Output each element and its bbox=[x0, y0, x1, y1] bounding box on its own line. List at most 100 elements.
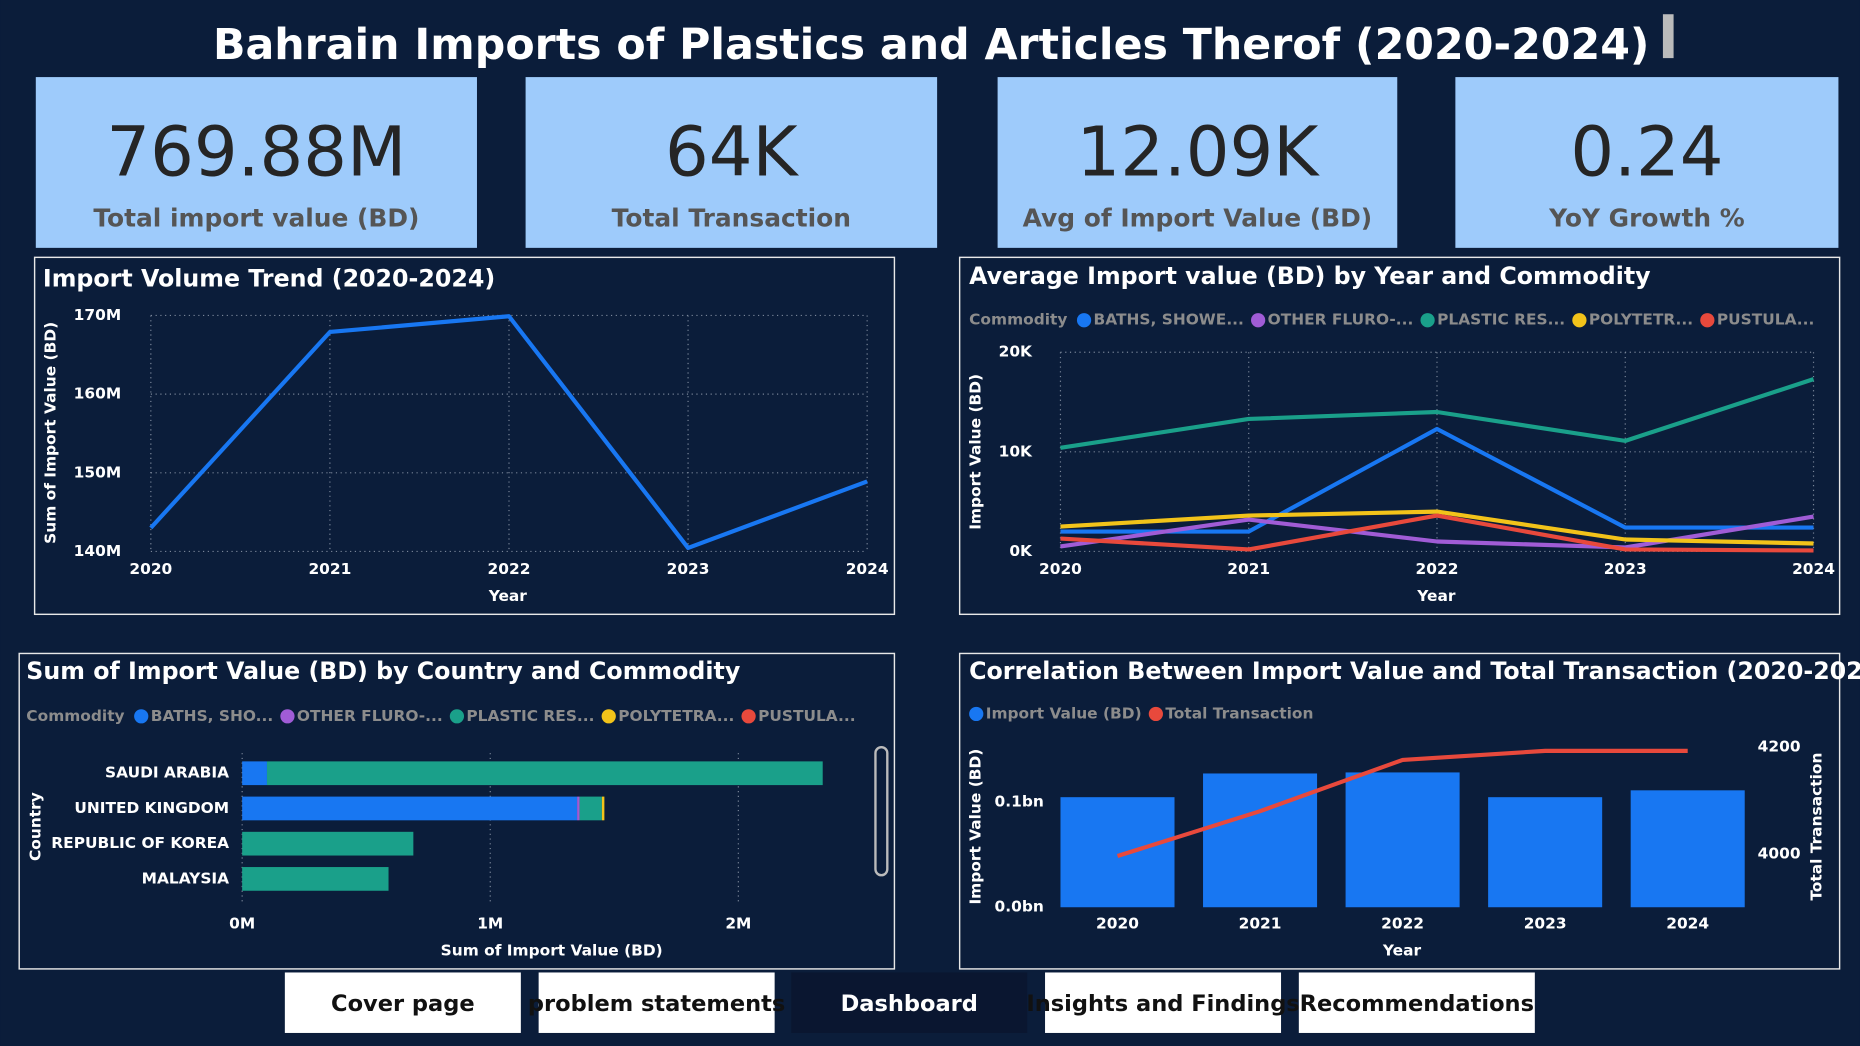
legend-marker bbox=[1076, 313, 1092, 328]
nav-button-label[interactable]: Dashboard bbox=[841, 991, 978, 1017]
bar bbox=[1345, 772, 1460, 908]
kpi-card: 769.88M Total import value (BD) bbox=[35, 77, 477, 248]
scroll-indicator bbox=[1662, 14, 1674, 59]
x-axis-label: Year bbox=[488, 587, 528, 605]
bar bbox=[1203, 773, 1318, 908]
legend-marker bbox=[601, 709, 616, 724]
legend-label: PLASTIC RES... bbox=[466, 707, 594, 725]
y-tick-label: 0K bbox=[1009, 542, 1033, 560]
navigation: Cover page problem statements Dashboard Ins… bbox=[284, 972, 1535, 1033]
y-tick-label: 150M bbox=[74, 463, 122, 481]
y2-axis-label: Total Transaction bbox=[1808, 753, 1826, 901]
chart-panel: Correlation Between Import Value and Tot… bbox=[958, 652, 1860, 970]
nav-button-label[interactable]: Insights and Findings bbox=[1026, 991, 1299, 1017]
y-tick-label: 160M bbox=[74, 385, 122, 403]
chart-title: Average Import value (BD) by Year and Co… bbox=[969, 262, 1651, 290]
nav-button-background[interactable] bbox=[284, 972, 521, 1033]
chart-title: Sum of Import Value (BD) by Country and … bbox=[26, 657, 741, 685]
bar-segment bbox=[242, 761, 267, 786]
legend-label: OTHER FLURO-... bbox=[297, 707, 443, 725]
nav-button-background[interactable] bbox=[1045, 972, 1282, 1033]
bar-segment bbox=[577, 796, 580, 821]
x-tick-label: 2021 bbox=[1227, 560, 1270, 578]
x-axis-label: Sum of Import Value (BD) bbox=[441, 942, 663, 960]
x-tick-label: 2021 bbox=[1239, 914, 1282, 932]
data-line bbox=[1060, 377, 1815, 450]
legend-marker bbox=[741, 709, 756, 724]
kpi-row: 769.88M Total import value (BD) 64K Total T… bbox=[35, 77, 1839, 248]
legend-label: BATHS, SHOWE... bbox=[1094, 311, 1244, 329]
legend-marker bbox=[134, 709, 149, 724]
nav-button[interactable]: Insights and Findings bbox=[1026, 972, 1300, 1033]
x-tick-label: 2024 bbox=[1792, 560, 1835, 578]
x-tick-label: 2023 bbox=[1524, 914, 1567, 932]
kpi-label: Avg of Import Value (BD) bbox=[1023, 203, 1373, 232]
legend-label: PUSTULA... bbox=[758, 707, 856, 725]
kpi-background bbox=[1455, 77, 1839, 248]
nav-button-background[interactable] bbox=[791, 972, 1028, 1033]
legend-label: POLYTETRA... bbox=[618, 707, 734, 725]
page-title: Bahrain Imports of Plastics and Articles… bbox=[213, 20, 1649, 70]
x-tick-label: 2021 bbox=[308, 560, 351, 578]
bar-segment bbox=[266, 761, 823, 786]
x-tick-label: 2020 bbox=[1096, 914, 1139, 932]
y-axis-label: Import Value (BD) bbox=[967, 374, 985, 530]
panel-border bbox=[958, 256, 1841, 616]
x-tick-label: 2023 bbox=[667, 560, 710, 578]
nav-button-label[interactable]: Recommendations bbox=[1300, 991, 1534, 1017]
kpi-card: 0.24 YoY Growth % bbox=[1455, 77, 1839, 248]
bar bbox=[1630, 790, 1745, 908]
chart-panel: Sum of Import Value (BD) by Country and … bbox=[18, 652, 896, 970]
nav-button[interactable]: problem statements bbox=[528, 972, 785, 1033]
data-line bbox=[1060, 513, 1814, 553]
nav-button[interactable]: Dashboard bbox=[791, 972, 1028, 1033]
legend-label: Total Transaction bbox=[1165, 704, 1313, 722]
nav-button-label[interactable]: Cover page bbox=[331, 991, 475, 1017]
kpi-label: Total import value (BD) bbox=[93, 203, 419, 232]
y-tick-label: MALAYSIA bbox=[142, 869, 230, 887]
kpi-background bbox=[997, 77, 1398, 248]
legend-marker bbox=[1251, 313, 1266, 328]
y-axis-label: Import Value (BD) bbox=[967, 749, 985, 905]
x-tick-label: 2023 bbox=[1604, 560, 1647, 578]
kpi-card: 64K Total Transaction bbox=[525, 77, 938, 248]
bar-segment bbox=[579, 796, 602, 821]
panel-border bbox=[958, 652, 1841, 970]
legend-label: Import Value (BD) bbox=[986, 704, 1142, 722]
y-tick-label: 10K bbox=[999, 442, 1033, 460]
bar-segment bbox=[601, 796, 605, 821]
legend-title: Commodity bbox=[26, 707, 124, 725]
legend-title: Commodity bbox=[969, 311, 1067, 329]
x-tick-label: 2020 bbox=[1039, 560, 1082, 578]
y-tick-label: 140M bbox=[74, 542, 122, 560]
legend-marker bbox=[1148, 706, 1163, 722]
kpi-label: Total Transaction bbox=[612, 203, 851, 232]
y-tick-label: 170M bbox=[74, 306, 122, 324]
nav-button-background[interactable] bbox=[538, 972, 775, 1033]
legend-marker bbox=[969, 706, 984, 722]
legend-label: OTHER FLURO-... bbox=[1268, 311, 1414, 329]
nav-button-background[interactable] bbox=[1298, 972, 1535, 1033]
charts: Import Volume Trend (2020-2024) Year Sum o… bbox=[18, 256, 1860, 970]
y-axis-label: Country bbox=[26, 792, 44, 861]
x-axis-label: Year bbox=[1382, 942, 1422, 960]
bar bbox=[1488, 797, 1603, 908]
scrollbar[interactable] bbox=[874, 745, 889, 877]
x-tick-label: 2022 bbox=[488, 560, 531, 578]
panel-border bbox=[33, 256, 896, 616]
data-line bbox=[1060, 514, 1814, 550]
nav-button-label[interactable]: problem statements bbox=[528, 991, 785, 1017]
kpi-background bbox=[35, 77, 477, 248]
legend-label: BATHS, SHO... bbox=[151, 707, 273, 725]
y-tick-label: SAUDI ARABIA bbox=[105, 764, 229, 782]
nav-button[interactable]: Recommendations bbox=[1298, 972, 1535, 1033]
y-tick-label: 0.0bn bbox=[995, 898, 1044, 916]
data-line bbox=[1116, 748, 1688, 858]
nav-button[interactable]: Cover page bbox=[284, 972, 521, 1033]
y-tick-label: REPUBLIC OF KOREA bbox=[51, 834, 229, 852]
data-line bbox=[1060, 509, 1814, 546]
y2-tick-label: 4000 bbox=[1758, 844, 1801, 862]
y-tick-label: 20K bbox=[999, 343, 1033, 361]
